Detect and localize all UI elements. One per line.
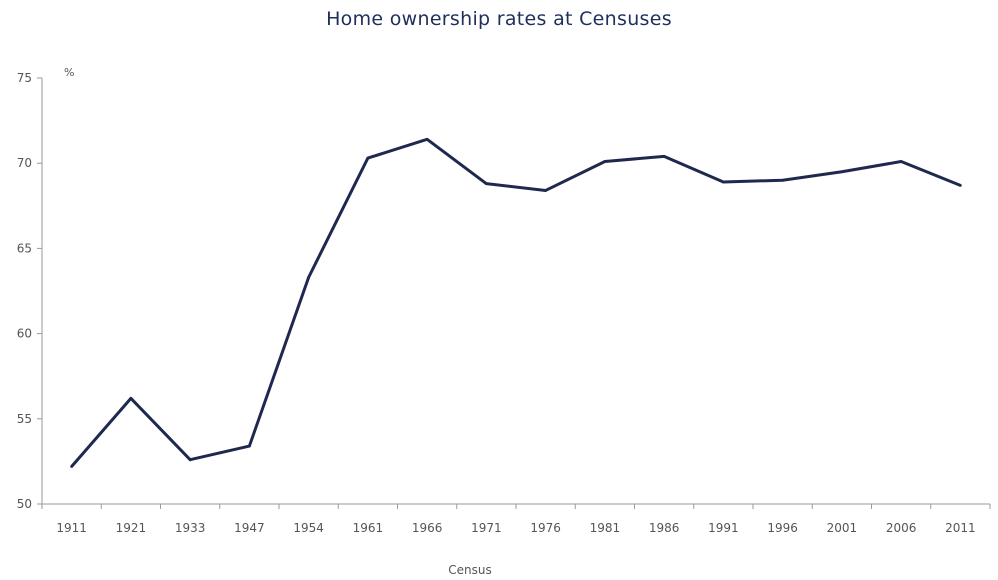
x-tick-label: 1971 — [471, 521, 502, 535]
y-tick-label: 75 — [17, 71, 32, 85]
y-tick-label: 65 — [17, 241, 32, 255]
x-tick-label: 2011 — [945, 521, 976, 535]
data-point — [188, 458, 192, 462]
y-tick-label: 55 — [17, 412, 32, 426]
x-tick-label: 1947 — [234, 521, 265, 535]
x-axis-title: Census — [448, 563, 491, 577]
data-point — [544, 189, 548, 192]
chart-title: Home ownership rates at Censuses — [326, 8, 672, 30]
x-tick-label: 1991 — [708, 521, 739, 535]
y-tick-label: 70 — [17, 156, 32, 170]
data-point — [899, 160, 903, 163]
data-point — [958, 183, 962, 187]
data-point — [781, 178, 785, 182]
data-point — [425, 137, 429, 141]
x-tick-label: 1981 — [590, 521, 621, 535]
data-point — [247, 444, 251, 448]
y-tick-label: 50 — [17, 497, 32, 511]
x-tick-label: 1996 — [767, 521, 798, 535]
series-line — [70, 137, 961, 468]
series-group — [70, 137, 962, 468]
data-point — [662, 154, 666, 158]
x-tick-label: 1966 — [412, 521, 443, 535]
x-tick-label: 1976 — [530, 521, 561, 535]
data-point — [307, 275, 311, 279]
y-axis: 50 55 60 65 70 75 — [17, 71, 43, 511]
x-tick-label: 2001 — [827, 521, 858, 535]
data-point — [129, 396, 133, 400]
x-tick-label: 2006 — [886, 521, 917, 535]
y-tick-label: 60 — [17, 327, 32, 341]
x-tick-label: 1921 — [116, 521, 147, 535]
data-point — [840, 170, 844, 174]
data-point — [484, 182, 488, 186]
data-point — [366, 156, 370, 160]
data-point — [603, 160, 607, 163]
x-tick-label: 1933 — [175, 521, 206, 535]
data-point — [721, 180, 725, 184]
x-tick-label: 1986 — [649, 521, 680, 535]
data-point — [70, 465, 74, 468]
x-tick-label: 1961 — [353, 521, 384, 535]
x-axis: 1911 1921 1933 1947 1954 1961 1966 1971 1976 1981… — [41, 503, 991, 535]
x-tick-label: 1911 — [56, 521, 87, 535]
x-tick-label: 1954 — [293, 521, 324, 535]
y-axis-unit-label: % — [64, 66, 74, 79]
